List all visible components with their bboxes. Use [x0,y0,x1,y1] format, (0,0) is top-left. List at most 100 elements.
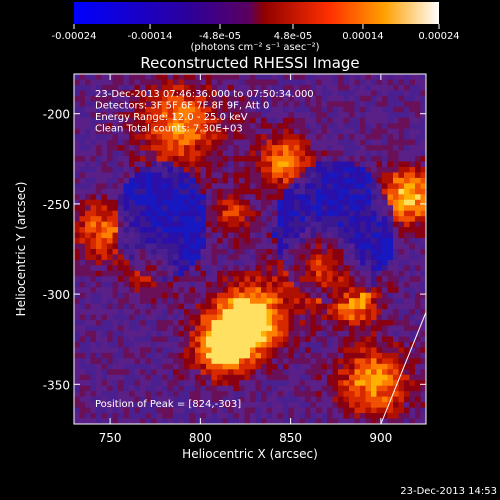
heatmap-cell [283,156,290,163]
heatmap-cell [316,243,323,250]
heatmap-cell [398,325,405,332]
heatmap-cell [90,352,97,359]
heatmap-cell [420,243,426,250]
heatmap-cell [343,292,350,299]
heatmap-cell [288,123,295,130]
heatmap-cell [409,150,416,157]
heatmap-cell [294,74,301,81]
heatmap-cell [90,380,97,387]
heatmap-cell [321,221,328,228]
heatmap-cell [101,281,108,288]
heatmap-cell [206,112,213,119]
heatmap-cell [184,243,191,250]
heatmap-cell [354,216,361,223]
heatmap-cell [118,205,125,212]
heatmap-cell [272,95,279,102]
heatmap-cell [354,101,361,108]
heatmap-cell [244,172,251,179]
heatmap-cell [387,347,394,354]
heatmap-cell [255,402,262,409]
heatmap-cell [112,276,119,283]
heatmap-cell [316,374,323,381]
heatmap-cell [74,166,81,174]
heatmap-cell [266,188,273,195]
heatmap-cell [420,380,426,387]
heatmap-cell [255,320,262,327]
heatmap-cell [140,232,147,239]
heatmap-cell [415,79,422,86]
heatmap-cell [134,101,141,108]
heatmap-cell [140,210,147,217]
heatmap-cell [239,134,246,141]
heatmap-cell [393,188,400,195]
heatmap-cell [415,150,422,157]
heatmap-cell [156,128,163,135]
heatmap-cell [217,385,224,392]
heatmap-cell [79,407,86,414]
heatmap-cell [398,101,405,108]
heatmap-cell [316,188,323,195]
heatmap-cell [151,413,158,420]
heatmap-cell [173,74,180,81]
heatmap-cell [277,298,284,305]
heatmap-cell [272,106,279,113]
heatmap-cell [343,363,350,370]
heatmap-cell [173,402,180,409]
heatmap-cell [96,402,103,409]
heatmap-cell [123,210,130,217]
heatmap-cell [123,199,130,206]
heatmap-cell [387,314,394,321]
heatmap-cell [195,79,202,86]
heatmap-cell [217,106,224,113]
heatmap-cell [250,270,257,277]
heatmap-cell [288,396,295,403]
heatmap-cell [173,84,180,92]
heatmap-cell [365,270,372,277]
heatmap-cell [129,276,136,283]
heatmap-cell [294,95,301,102]
heatmap-cell [288,369,295,376]
heatmap-cell [79,352,86,359]
heatmap-cell [85,106,92,113]
heatmap-cell [195,292,202,299]
heatmap-cell [151,194,158,201]
heatmap-cell [360,112,367,119]
heatmap-cell [316,139,323,146]
heatmap-cell [316,407,323,414]
heatmap-cell [90,123,97,130]
heatmap-cell [398,385,405,392]
heatmap-cell [107,287,114,294]
heatmap-cell [343,166,350,174]
heatmap-cell [277,249,284,256]
heatmap-cell [327,221,334,228]
heatmap-cell [376,134,383,141]
heatmap-cell [233,210,240,217]
heatmap-cell [140,188,147,195]
heatmap-cell [151,314,158,321]
heatmap-cell [250,292,257,299]
heatmap-cell [343,156,350,163]
heatmap-cell [393,402,400,409]
heatmap-cell [228,413,235,420]
heatmap-cell [404,396,411,403]
heatmap-cell [145,270,152,277]
heatmap-cell [261,265,268,272]
heatmap-cell [195,166,202,174]
heatmap-cell [118,238,125,245]
heatmap-cell [365,112,372,119]
heatmap-cell [195,363,202,370]
heatmap-cell [305,259,312,267]
heatmap-cell [283,347,290,354]
heatmap-cell [217,303,224,310]
heatmap-cell [112,413,119,420]
heatmap-cell [250,402,257,409]
heatmap-cell [288,276,295,283]
heatmap-cell [365,205,372,212]
heatmap-cell [178,177,185,184]
heatmap-cell [420,374,426,381]
heatmap-cell [101,298,108,305]
heatmap-cell [156,74,163,81]
heatmap-cell [162,347,169,354]
heatmap-cell [129,188,136,195]
heatmap-cell [365,74,372,81]
